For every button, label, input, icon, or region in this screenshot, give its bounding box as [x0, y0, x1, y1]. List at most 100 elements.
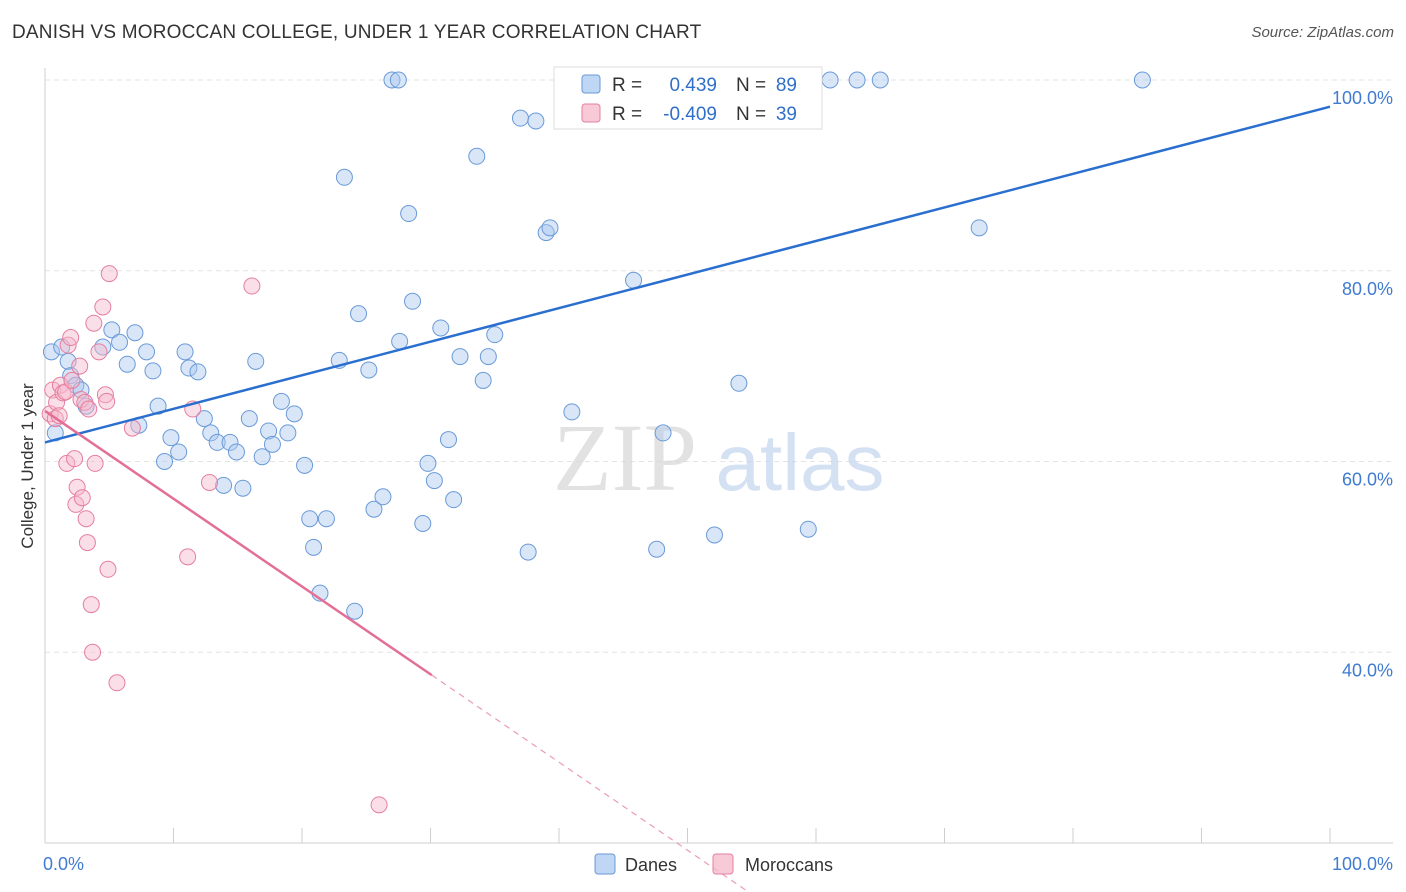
- y-tick-label-40: 40.0%: [1342, 660, 1393, 680]
- bottom-legend-swatch-danes: [594, 853, 616, 875]
- danes-point-81: [871, 71, 889, 89]
- danes-point-26: [215, 476, 233, 494]
- danes-point-55: [414, 514, 432, 532]
- danes-trend-line: [44, 105, 1331, 444]
- danes-point-57: [425, 472, 443, 490]
- danes-point-23: [195, 410, 213, 428]
- legend-r-value-danes: 0.439: [669, 75, 717, 96]
- bottom-legend-swatch-moroccans: [712, 853, 734, 875]
- moroccans-point-36: [200, 473, 218, 491]
- danes-point-49: [374, 488, 392, 506]
- legend-r-label-moroccans: R =: [612, 104, 642, 125]
- danes-point-42: [317, 510, 335, 528]
- danes-point-82: [970, 219, 988, 237]
- danes-point-9: [103, 321, 121, 339]
- tick-labels: 40.0% 60.0% 80.0% 100.0% 0.0% 100.0%: [43, 88, 1393, 874]
- danes-point-78: [799, 520, 817, 538]
- bottom-legend-label-moroccans: Moroccans: [745, 855, 833, 875]
- danes-point-30: [240, 410, 258, 428]
- source-credit: Source: ZipAtlas.com: [1251, 24, 1394, 41]
- moroccans-point-19: [77, 510, 95, 528]
- legend-n-value-danes: 89: [776, 75, 797, 96]
- danes-point-76: [705, 526, 723, 544]
- legend-n-label-moroccans: N =: [736, 104, 766, 125]
- danes-point-34: [263, 435, 281, 453]
- moroccans-point-33: [123, 419, 141, 437]
- moroccans-point-38: [370, 796, 388, 814]
- danes-point-79: [821, 71, 839, 89]
- moroccans-point-22: [82, 596, 100, 614]
- danes-point-58: [432, 319, 450, 337]
- moroccans-trend-line: [44, 409, 433, 677]
- danes-point-51: [389, 71, 407, 89]
- bottom-legend: Danes Moroccans: [594, 853, 833, 875]
- danes-point-33: [260, 422, 278, 440]
- moroccans-point-14: [68, 478, 86, 496]
- bottom-legend-label-danes: Danes: [625, 855, 677, 875]
- moroccans-trend-extension: [431, 674, 747, 892]
- danes-point-17: [156, 453, 174, 470]
- watermark-atlas: atlas: [716, 418, 885, 507]
- moroccans-point-29: [98, 392, 116, 410]
- danes-point-2: [53, 338, 71, 356]
- moroccans-point-24: [85, 314, 103, 332]
- moroccans-point-30: [99, 560, 117, 578]
- y-tick-label-80: 80.0%: [1342, 279, 1393, 299]
- moroccans-point-34: [179, 548, 197, 566]
- danes-point-64: [479, 348, 497, 366]
- danes-point-74: [648, 540, 666, 558]
- danes-point-44: [335, 168, 353, 186]
- moroccans-point-13: [67, 495, 85, 513]
- danes-point-25: [208, 433, 226, 451]
- moroccans-point-23: [84, 643, 102, 661]
- moroccans-point-21: [80, 400, 98, 418]
- danes-point-40: [305, 538, 323, 556]
- danes-point-27: [221, 433, 239, 451]
- danes-point-28: [227, 443, 245, 461]
- danes-point-47: [360, 361, 378, 379]
- danes-point-66: [511, 109, 529, 127]
- danes-point-38: [296, 456, 314, 474]
- danes-point-31: [247, 352, 265, 370]
- danes-point-16: [149, 397, 167, 415]
- x-tick-label-0: 0.0%: [43, 854, 84, 874]
- danes-point-46: [350, 305, 368, 323]
- moroccans-point-20: [78, 534, 96, 552]
- trend-lines: [44, 105, 1331, 892]
- danes-point-54: [404, 292, 422, 310]
- legend: R = 0.439 N = 89 R = -0.409 N = 39: [553, 66, 823, 130]
- danes-point-20: [176, 343, 194, 361]
- danes-point-32: [253, 448, 271, 466]
- moroccans-point-25: [86, 454, 104, 472]
- x-tick-label-100: 100.0%: [1332, 854, 1393, 874]
- legend-n-value-moroccans: 39: [776, 104, 797, 125]
- legend-swatch-danes: [581, 74, 601, 94]
- danes-point-36: [279, 424, 297, 442]
- moroccans-point-32: [108, 674, 126, 692]
- danes-point-73: [625, 271, 643, 289]
- danes-point-77: [730, 374, 748, 392]
- danes-point-52: [391, 332, 409, 350]
- danes-point-65: [486, 326, 504, 344]
- danes-point-11: [118, 355, 136, 373]
- danes-point-18: [162, 429, 180, 447]
- danes-point-37: [285, 405, 303, 423]
- legend-r-label-danes: R =: [612, 75, 642, 96]
- danes-point-29: [234, 479, 252, 497]
- moroccans-point-27: [94, 298, 112, 316]
- legend-r-value-moroccans: -0.409: [663, 104, 717, 125]
- danes-point-63: [474, 371, 492, 389]
- danes-point-35: [272, 392, 290, 410]
- watermark-zip: ZIP: [553, 404, 697, 511]
- danes-point-62: [468, 147, 486, 165]
- danes-point-39: [301, 510, 319, 528]
- danes-point-80: [848, 71, 866, 89]
- danes-point-15: [144, 362, 162, 380]
- gridlines: [45, 79, 1393, 653]
- moroccans-point-37: [243, 277, 261, 295]
- danes-point-45: [346, 602, 364, 620]
- danes-point-24: [202, 424, 220, 442]
- chart-title: DANISH VS MOROCCAN COLLEGE, UNDER 1 YEAR…: [12, 22, 702, 43]
- danes-point-22: [189, 363, 207, 381]
